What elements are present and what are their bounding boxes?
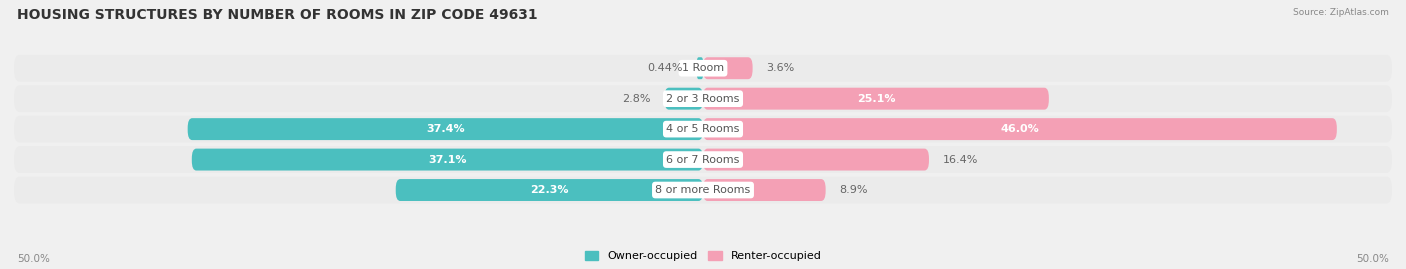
Text: 4 or 5 Rooms: 4 or 5 Rooms [666,124,740,134]
FancyBboxPatch shape [703,118,1337,140]
Text: HOUSING STRUCTURES BY NUMBER OF ROOMS IN ZIP CODE 49631: HOUSING STRUCTURES BY NUMBER OF ROOMS IN… [17,8,537,22]
Text: 46.0%: 46.0% [1001,124,1039,134]
Text: 25.1%: 25.1% [856,94,896,104]
FancyBboxPatch shape [703,148,929,171]
FancyBboxPatch shape [697,57,703,79]
FancyBboxPatch shape [703,57,752,79]
FancyBboxPatch shape [14,55,1392,82]
Text: 37.1%: 37.1% [429,155,467,165]
Legend: Owner-occupied, Renter-occupied: Owner-occupied, Renter-occupied [581,246,825,266]
FancyBboxPatch shape [703,88,1049,110]
Text: 50.0%: 50.0% [17,254,49,264]
Text: 2.8%: 2.8% [621,94,651,104]
Text: 2 or 3 Rooms: 2 or 3 Rooms [666,94,740,104]
Text: 3.6%: 3.6% [766,63,794,73]
Text: 16.4%: 16.4% [943,155,979,165]
FancyBboxPatch shape [703,179,825,201]
Text: 1 Room: 1 Room [682,63,724,73]
FancyBboxPatch shape [395,179,703,201]
FancyBboxPatch shape [14,177,1392,203]
FancyBboxPatch shape [14,146,1392,173]
FancyBboxPatch shape [191,148,703,171]
FancyBboxPatch shape [14,116,1392,143]
FancyBboxPatch shape [187,118,703,140]
Text: 8 or more Rooms: 8 or more Rooms [655,185,751,195]
Text: Source: ZipAtlas.com: Source: ZipAtlas.com [1294,8,1389,17]
Text: 50.0%: 50.0% [1357,254,1389,264]
FancyBboxPatch shape [665,88,703,110]
Text: 37.4%: 37.4% [426,124,464,134]
Text: 6 or 7 Rooms: 6 or 7 Rooms [666,155,740,165]
Text: 22.3%: 22.3% [530,185,568,195]
Text: 0.44%: 0.44% [648,63,683,73]
Text: 8.9%: 8.9% [839,185,868,195]
FancyBboxPatch shape [14,85,1392,112]
